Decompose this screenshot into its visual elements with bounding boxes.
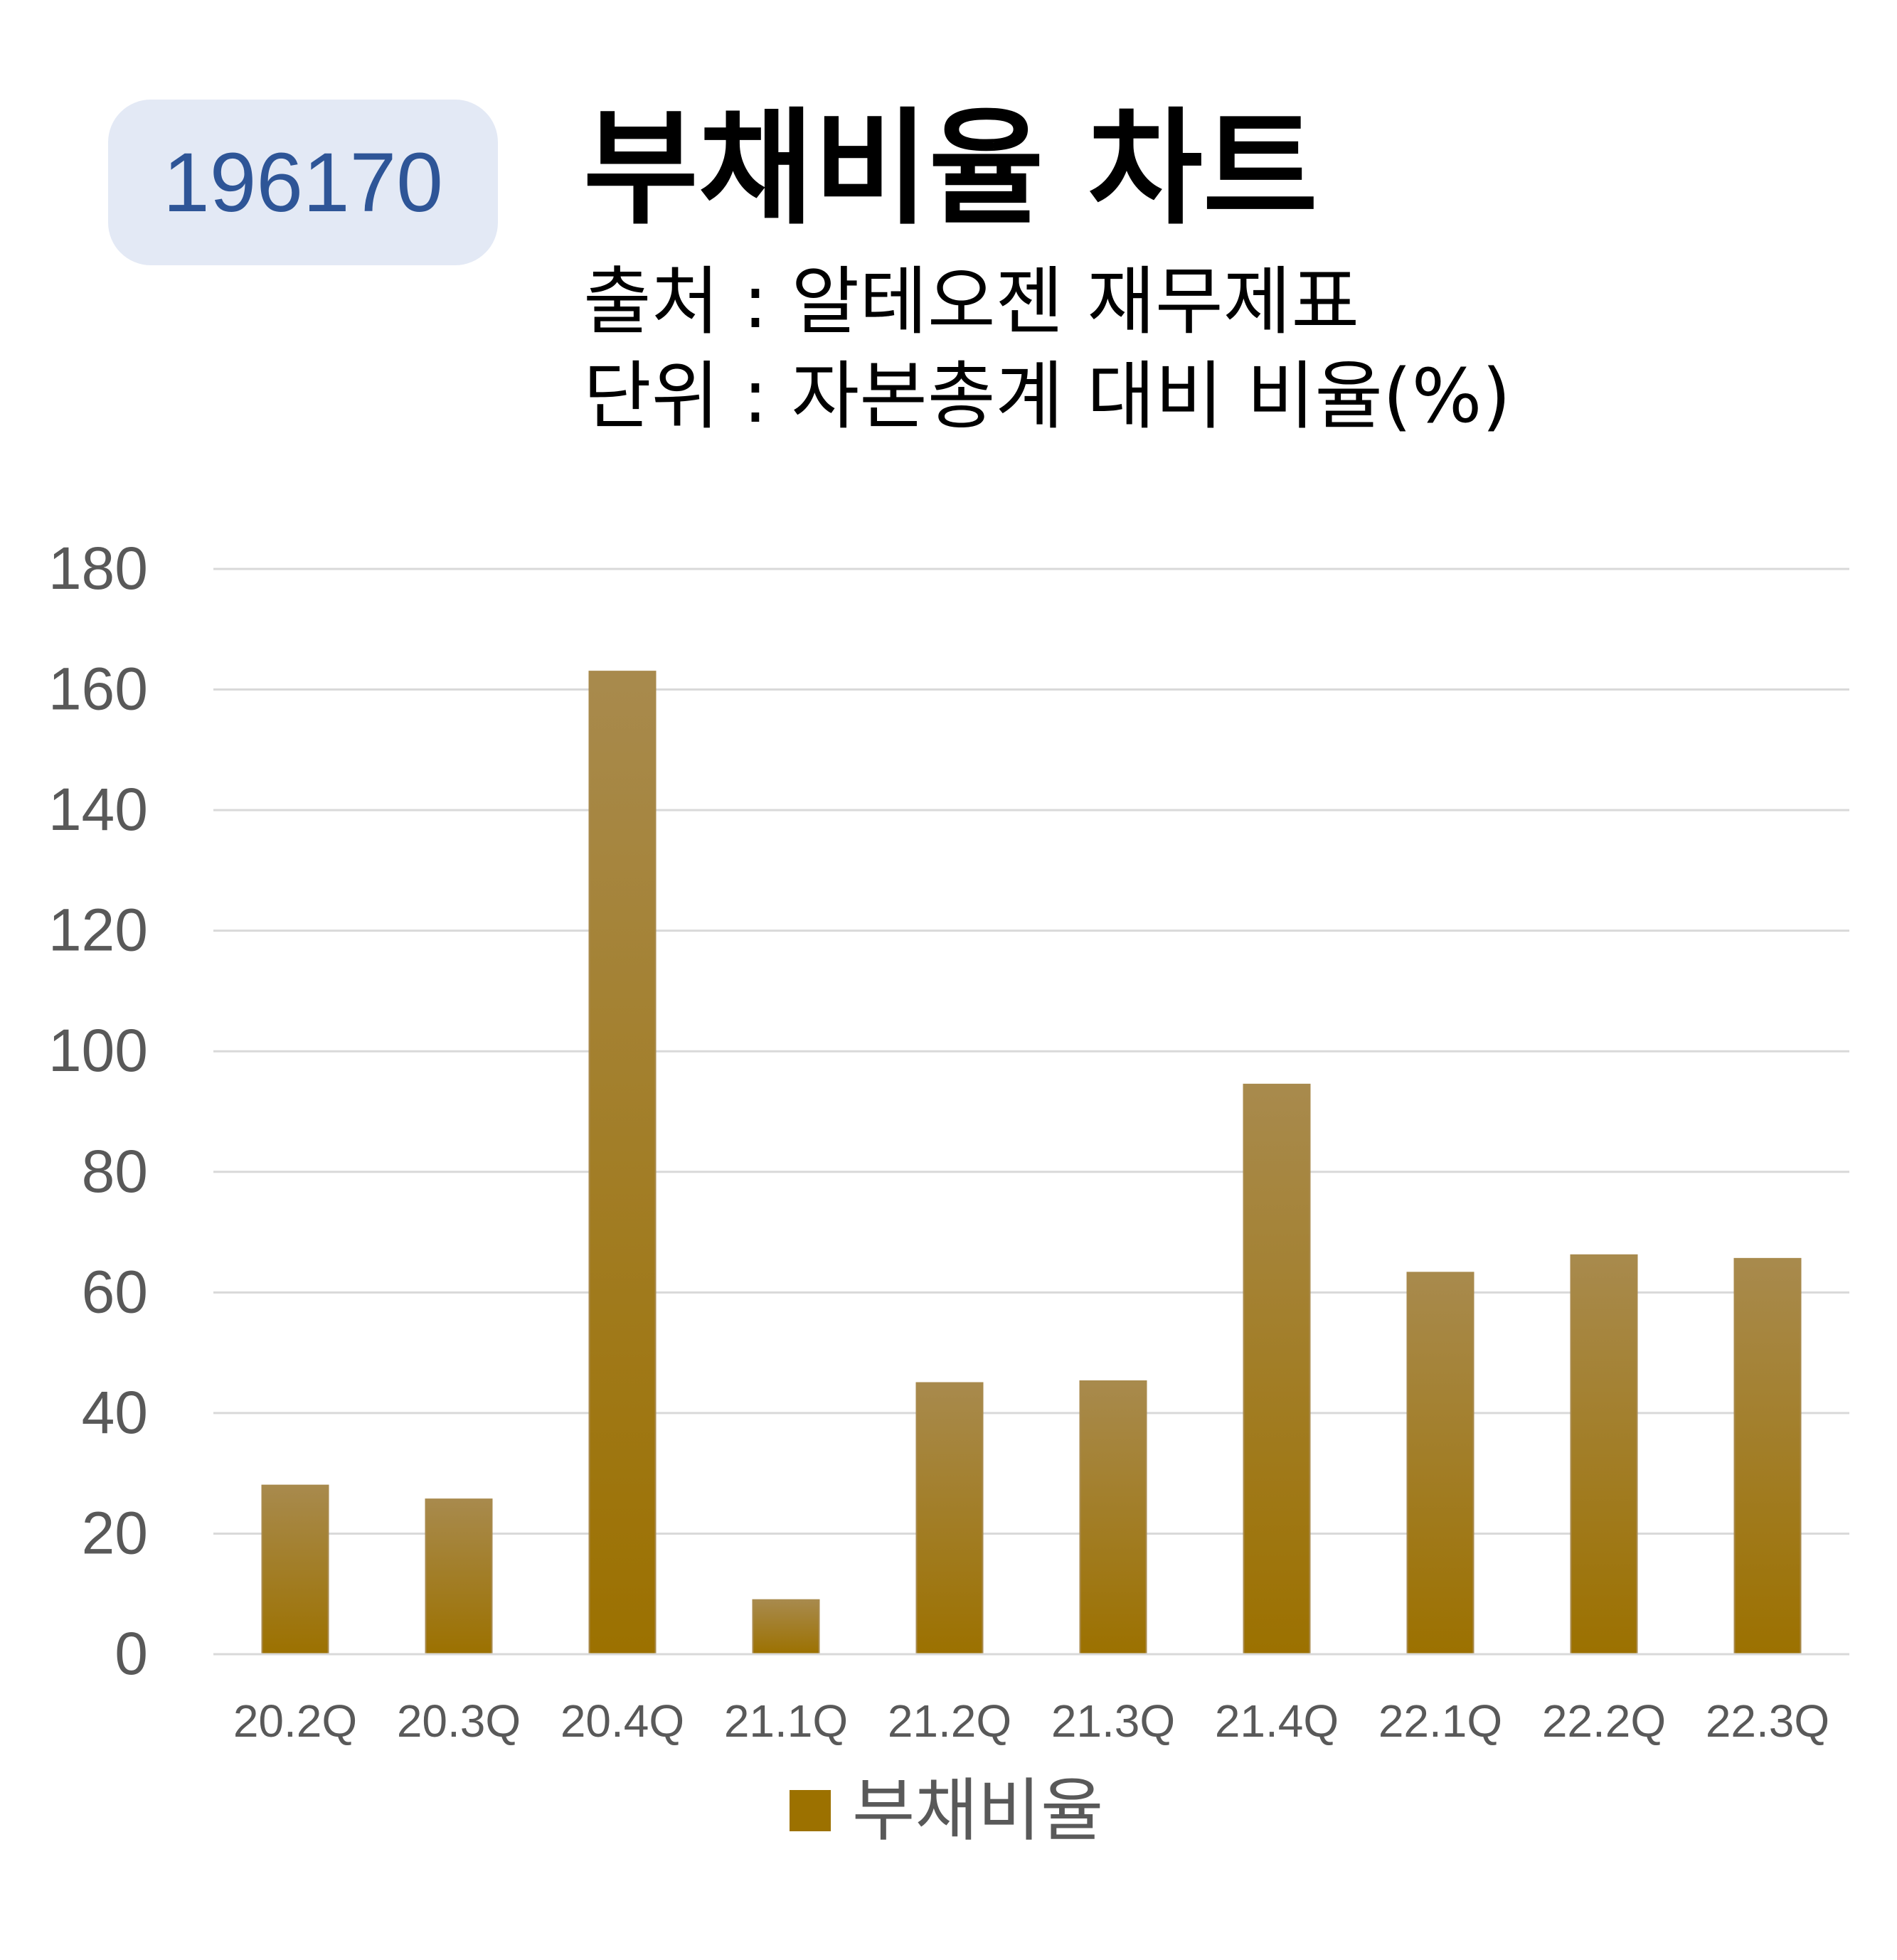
x-tick-label: 21.2Q: [888, 1695, 1011, 1747]
bar-20.4Q: [588, 671, 657, 1655]
bar-22.2Q: [1570, 1254, 1638, 1655]
bar-21.4Q: [1243, 1083, 1311, 1655]
y-tick-label: 80: [82, 1138, 148, 1205]
bar-21.3Q: [1079, 1380, 1147, 1655]
x-tick-label: 20.3Q: [397, 1695, 521, 1747]
legend: 부채비율: [790, 1777, 1103, 1845]
bar-22.3Q: [1733, 1257, 1802, 1655]
x-tick-label: 21.3Q: [1051, 1695, 1175, 1747]
gridlines: [213, 568, 1849, 1656]
x-axis-ticks: 20.2Q 20.3Q 20.4Q 21.1Q 21.2Q 21.3Q 21.4Q 22.1Q…: [233, 1695, 1829, 1747]
y-tick-label: 180: [48, 535, 148, 602]
x-tick-label: 20.2Q: [233, 1695, 357, 1747]
bar-20.2Q: [261, 1484, 329, 1656]
chart-unit: 단위 : 자본총계 대비 비율(%): [583, 353, 1511, 440]
x-tick-label: 22.1Q: [1378, 1695, 1502, 1747]
legend-swatch: [790, 1790, 831, 1831]
chart-source: 출처 : 알테오젠 재무제표: [583, 258, 1360, 345]
bar-21.1Q: [752, 1599, 820, 1655]
chart-title: 부채비율 차트: [583, 96, 1318, 242]
y-tick-label: 40: [82, 1379, 148, 1446]
bar-20.3Q: [425, 1498, 493, 1655]
bar-21.2Q: [915, 1382, 984, 1655]
y-tick-label: 140: [48, 776, 148, 843]
x-tick-label: 22.2Q: [1542, 1695, 1666, 1747]
legend-label: 부채비율: [852, 1771, 1104, 1850]
stock-code-badge: 196170: [108, 100, 498, 265]
y-tick-label: 0: [115, 1620, 148, 1687]
y-tick-label: 100: [48, 1017, 148, 1084]
y-tick-label: 120: [48, 897, 148, 964]
x-tick-label: 22.3Q: [1706, 1695, 1829, 1747]
y-axis-ticks: 0 20 40 60 80 100 120 140 160 180: [48, 535, 148, 1687]
y-tick-label: 160: [48, 656, 148, 723]
y-tick-label: 20: [82, 1499, 148, 1566]
x-tick-label: 20.4Q: [560, 1695, 684, 1747]
bar-22.1Q: [1406, 1272, 1474, 1655]
y-tick-label: 60: [82, 1258, 148, 1325]
x-tick-label: 21.4Q: [1215, 1695, 1339, 1747]
bars: [213, 671, 1849, 1656]
x-tick-label: 21.1Q: [724, 1695, 848, 1747]
